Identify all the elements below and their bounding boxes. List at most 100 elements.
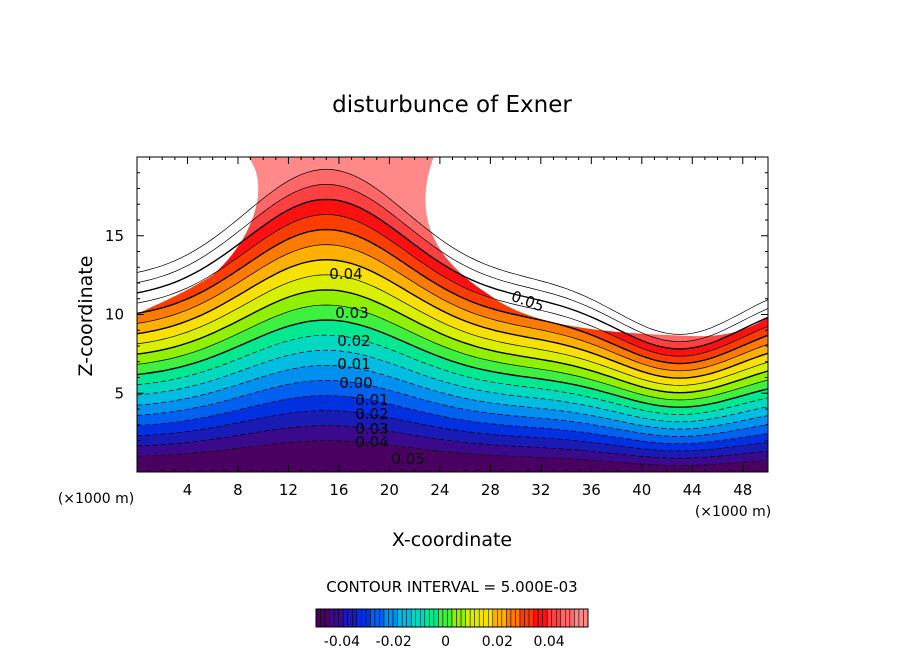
colorbar-segment: [374, 608, 380, 628]
colorbar-segment: [438, 608, 444, 628]
colorbar-segment: [315, 608, 321, 628]
colorbar-segment: [352, 608, 358, 628]
colorbar-segment: [361, 608, 367, 628]
colorbar-segment: [465, 608, 471, 628]
contour-line: [137, 319, 768, 408]
contour-line: [137, 395, 768, 444]
contour-label: 0.03: [335, 304, 368, 322]
x-tick-label: 36: [582, 481, 601, 499]
colorbar-segment: [420, 608, 426, 628]
colorbar-segment: [401, 608, 407, 628]
colorbar-segment: [392, 608, 398, 628]
x-tick-label: 44: [683, 481, 702, 499]
colorbar-segment: [574, 608, 580, 628]
colorbar-segment: [406, 608, 412, 628]
contour-label: 0.03: [355, 420, 388, 438]
contour-line: [137, 380, 768, 437]
colorbar-segment: [338, 608, 344, 628]
contour-line: [137, 304, 768, 401]
contour-line: [137, 228, 768, 365]
contour-line: [137, 258, 768, 379]
colorbar-segment: [347, 608, 353, 628]
y-tick-label: 10: [105, 306, 124, 324]
contour-line: [137, 289, 768, 394]
colorbar-segment: [451, 608, 457, 628]
colorbar-segment: [537, 608, 543, 628]
colorbar-segment: [456, 608, 462, 628]
contour-lines: [137, 168, 768, 466]
x-tick-label: 8: [233, 481, 243, 499]
colorbar-segment: [501, 608, 507, 628]
colorbar-segment: [565, 608, 571, 628]
colorbar-segment: [429, 608, 435, 628]
colorbar-segment: [483, 608, 489, 628]
colorbar-segment: [383, 608, 389, 628]
colorbar-segment: [424, 608, 430, 628]
colorbar-segment: [519, 608, 525, 628]
x-tick-label: 40: [632, 481, 651, 499]
colorbar-segment: [488, 608, 494, 628]
white-region-right: [425, 157, 768, 337]
contour-line: [137, 183, 768, 343]
contour-fills: [137, 157, 768, 472]
contour-label: 0.05: [391, 450, 424, 468]
contour-label: 0.01: [355, 391, 388, 409]
y-tick-label: 5: [114, 384, 124, 402]
colorbar-segment: [447, 608, 453, 628]
colorbar-segment: [506, 608, 512, 628]
colorbar-tick-label: 0.02: [482, 634, 513, 650]
contour-label: 0.02: [337, 332, 370, 350]
colorbar: [315, 608, 589, 628]
colorbar-segment: [333, 608, 339, 628]
colorbar-tick-label: 0.04: [534, 634, 565, 650]
colorbar-segment: [397, 608, 403, 628]
x-tick-label: 16: [329, 481, 348, 499]
x-tick-label: 48: [733, 481, 752, 499]
contour-line: [137, 410, 768, 452]
contour-line: [137, 214, 768, 357]
colorbar-segment: [497, 608, 503, 628]
colorbar-segment: [510, 608, 516, 628]
chart-title: disturbunce of Exner: [332, 92, 572, 118]
contour-label: 0.01: [337, 355, 370, 373]
x-axis-label: X-coordinate: [392, 529, 512, 551]
colorbar-segment: [546, 608, 552, 628]
colorbar-segment: [365, 608, 371, 628]
x-tick-label: 32: [531, 481, 550, 499]
colorbar-segment: [578, 608, 584, 628]
contour-line: [137, 425, 768, 459]
colorbar-tick-label: -0.02: [376, 634, 412, 650]
colorbar-segment: [560, 608, 566, 628]
colorbar-segment: [379, 608, 385, 628]
colorbar-segment: [492, 608, 498, 628]
colorbar-segment: [410, 608, 416, 628]
colorbar-frame: [315, 608, 589, 628]
colorbar-segment: [542, 608, 548, 628]
colorbar-segment: [329, 608, 335, 628]
contour-label: 0.04: [355, 433, 388, 451]
contour-line: [137, 244, 768, 372]
contour-label: 0.04: [329, 265, 362, 283]
contour-labels: 0.050.040.030.020.010.000.010.020.030.04…: [329, 265, 546, 468]
contour-line: [137, 198, 768, 350]
x-tick-label: 28: [481, 481, 500, 499]
colorbar-segment: [528, 608, 534, 628]
colorbar-segment: [415, 608, 421, 628]
colorbar-segment: [370, 608, 376, 628]
x-unit-right: (×1000 m): [695, 504, 771, 520]
contour-label: 0.00: [339, 374, 372, 392]
colorbar-segment: [569, 608, 575, 628]
contour-line: [137, 334, 768, 415]
x-tick-label: 12: [279, 481, 298, 499]
colorbar-segment: [583, 608, 589, 628]
x-tick-label: 4: [183, 481, 193, 499]
colorbar-segment: [342, 608, 348, 628]
contour-interval-text: CONTOUR INTERVAL = 5.000E-03: [326, 578, 577, 596]
colorbar-segment: [433, 608, 439, 628]
colorbar-segment: [469, 608, 475, 628]
colorbar-segment: [320, 608, 326, 628]
colorbar-tick-labels: -0.04 -0.02 0 0.02 0.04: [324, 634, 565, 650]
contour-line: [137, 440, 768, 466]
